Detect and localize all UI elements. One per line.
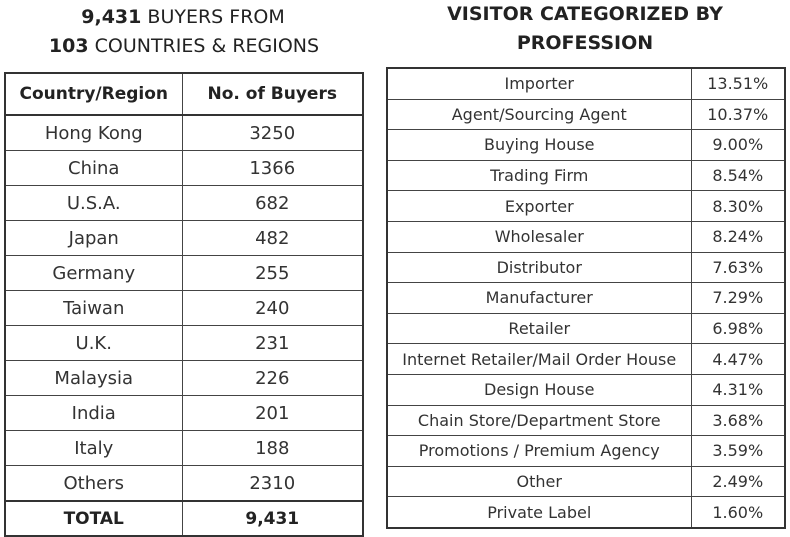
country-column-header: Country/Region xyxy=(4,72,183,116)
table-row: U.S.A. 682 xyxy=(4,185,364,221)
table-row: Promotions / Premium Agency 3.59% xyxy=(386,435,786,467)
countries-title-text: COUNTRIES & REGIONS xyxy=(94,35,320,57)
country-cell: Italy xyxy=(4,430,183,466)
total-buyers-number: 9,431 xyxy=(81,6,142,28)
profession-cell: Importer xyxy=(386,67,692,100)
buyers-count-cell: 226 xyxy=(181,360,364,396)
table-row: Distributor 7.63% xyxy=(386,251,786,284)
table-row: Private Label 1.60% xyxy=(386,496,786,529)
table-row: Importer 13.51% xyxy=(386,67,786,100)
table-row: Agent/Sourcing Agent 10.37% xyxy=(386,98,786,131)
table-row: Buying House 9.00% xyxy=(386,129,786,161)
profession-cell: Private Label xyxy=(386,496,692,529)
profession-title-line-2: PROFESSION xyxy=(516,32,654,54)
table-row: Italy 188 xyxy=(4,430,364,466)
buyers-count-cell: 482 xyxy=(181,220,364,256)
buyers-title-line-2: 103 COUNTRIES & REGIONS xyxy=(2,32,366,61)
percent-cell: 3.59% xyxy=(690,435,786,467)
profession-cell: Manufacturer xyxy=(386,282,692,314)
profession-section-title: VISITOR CATEGORIZED BY PROFESSION xyxy=(385,0,785,58)
percent-cell: 4.47% xyxy=(690,343,786,375)
buyers-count-cell: 240 xyxy=(181,290,364,326)
table-header-row: Country/Region No. of Buyers xyxy=(4,72,364,116)
buyers-title-line-1: 9,431 BUYERS FROM xyxy=(0,3,366,32)
percent-cell: 7.29% xyxy=(690,282,786,314)
total-label: TOTAL xyxy=(4,500,183,537)
profession-cell: Internet Retailer/Mail Order House xyxy=(386,343,692,375)
profession-table: Importer 13.51% Agent/Sourcing Agent 10.37%… xyxy=(386,67,786,529)
country-cell: Germany xyxy=(4,255,183,291)
table-row: Chain Store/Department Store 3.68% xyxy=(386,404,786,437)
table-row: Retailer 6.98% xyxy=(386,312,786,345)
percent-cell: 8.24% xyxy=(690,220,786,253)
buyers-count-cell: 201 xyxy=(181,395,364,431)
country-cell: India xyxy=(4,395,183,431)
profession-cell: Exporter xyxy=(386,190,692,222)
percent-cell: 2.49% xyxy=(690,465,786,498)
buyers-count-cell: 255 xyxy=(181,255,364,291)
buyers-count-cell: 1366 xyxy=(181,150,364,186)
table-row: Japan 482 xyxy=(4,220,364,256)
percent-cell: 9.00% xyxy=(690,129,786,161)
percent-cell: 7.63% xyxy=(690,251,786,284)
percent-cell: 13.51% xyxy=(690,67,786,100)
country-cell: Hong Kong xyxy=(4,114,183,151)
profession-cell: Wholesaler xyxy=(386,220,692,253)
profession-cell: Agent/Sourcing Agent xyxy=(386,98,692,131)
buyers-table-body: Hong Kong 3250 China 1366 U.S.A. 682 Japan 482 G… xyxy=(4,114,364,537)
table-row: Malaysia 226 xyxy=(4,360,364,396)
table-row: Internet Retailer/Mail Order House 4.47% xyxy=(386,343,786,375)
profession-table-body: Importer 13.51% Agent/Sourcing Agent 10.37%… xyxy=(386,67,786,529)
percent-cell: 8.30% xyxy=(690,190,786,222)
profession-cell: Retailer xyxy=(386,312,692,345)
profession-cell: Chain Store/Department Store xyxy=(386,404,692,437)
table-row: Wholesaler 8.24% xyxy=(386,220,786,253)
percent-cell: 4.31% xyxy=(690,373,786,406)
table-row: China 1366 xyxy=(4,150,364,186)
buyers-count-cell: 188 xyxy=(181,430,364,466)
percent-cell: 3.68% xyxy=(690,404,786,437)
table-row: Trading Firm 8.54% xyxy=(386,159,786,192)
country-cell: Taiwan xyxy=(4,290,183,326)
country-cell: Japan xyxy=(4,220,183,256)
total-countries-number: 103 xyxy=(48,35,89,57)
country-cell: China xyxy=(4,150,183,186)
percent-cell: 6.98% xyxy=(690,312,786,345)
profession-title-line-1: VISITOR CATEGORIZED BY xyxy=(447,3,723,25)
table-row: Hong Kong 3250 xyxy=(4,114,364,151)
table-row: India 201 xyxy=(4,395,364,431)
profession-cell: Design House xyxy=(386,373,692,406)
total-row: TOTAL 9,431 xyxy=(4,500,364,537)
buyers-count-cell: 231 xyxy=(181,325,364,361)
table-row: U.K. 231 xyxy=(4,325,364,361)
buyers-by-country-table: Country/Region No. of Buyers Hong Kong 32… xyxy=(4,72,364,537)
buyers-count-cell: 2310 xyxy=(181,465,364,502)
total-value: 9,431 xyxy=(181,500,364,537)
country-cell: Malaysia xyxy=(4,360,183,396)
table-row: Manufacturer 7.29% xyxy=(386,282,786,314)
table-row: Germany 255 xyxy=(4,255,364,291)
percent-cell: 1.60% xyxy=(690,496,786,529)
table-row: Taiwan 240 xyxy=(4,290,364,326)
percent-cell: 10.37% xyxy=(690,98,786,131)
profession-cell: Promotions / Premium Agency xyxy=(386,435,692,467)
country-cell: U.K. xyxy=(4,325,183,361)
table-row: Design House 4.31% xyxy=(386,373,786,406)
percent-cell: 8.54% xyxy=(690,159,786,192)
profession-cell: Distributor xyxy=(386,251,692,284)
buyers-section-title: 9,431 BUYERS FROM 103 COUNTRIES & REGION… xyxy=(0,3,366,61)
buyers-count-cell: 3250 xyxy=(181,114,364,151)
buyers-title-text: BUYERS FROM xyxy=(147,6,285,28)
table-row: Others 2310 xyxy=(4,465,364,502)
profession-cell: Trading Firm xyxy=(386,159,692,192)
country-cell: U.S.A. xyxy=(4,185,183,221)
profession-cell: Buying House xyxy=(386,129,692,161)
country-cell: Others xyxy=(4,465,183,502)
profession-cell: Other xyxy=(386,465,692,498)
buyers-column-header: No. of Buyers xyxy=(181,72,364,116)
buyers-count-cell: 682 xyxy=(181,185,364,221)
table-row: Exporter 8.30% xyxy=(386,190,786,222)
table-row: Other 2.49% xyxy=(386,465,786,498)
